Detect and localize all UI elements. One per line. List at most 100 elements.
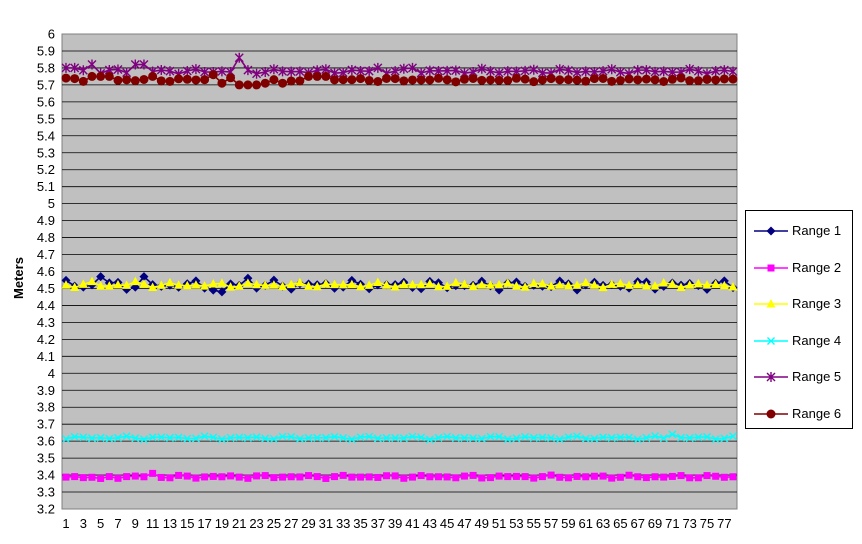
data-point	[494, 279, 504, 289]
data-point	[208, 279, 218, 288]
legend: Range 1 Range 2 Range 3 Range 4 Range 5 Range…	[745, 210, 853, 429]
series-range-2	[62, 469, 737, 482]
data-point	[347, 75, 357, 85]
data-point	[503, 66, 513, 77]
data-point	[572, 280, 582, 289]
data-point	[573, 432, 582, 441]
data-point	[139, 59, 149, 70]
data-point	[590, 434, 599, 443]
data-point	[339, 433, 348, 442]
data-point	[408, 432, 417, 441]
data-point	[468, 281, 478, 291]
data-point	[356, 433, 365, 442]
data-point	[607, 76, 617, 86]
data-point	[365, 473, 373, 481]
data-point	[407, 279, 417, 289]
data-point	[677, 433, 686, 442]
data-point	[321, 71, 331, 81]
data-point	[252, 80, 262, 90]
data-point	[573, 472, 581, 480]
data-point	[374, 473, 382, 481]
data-point	[511, 281, 521, 290]
data-point	[546, 74, 556, 84]
data-point	[278, 66, 288, 77]
data-point	[330, 75, 340, 85]
data-point	[452, 474, 460, 482]
data-point	[469, 471, 477, 479]
data-point	[581, 66, 591, 77]
data-point	[407, 62, 417, 73]
data-point	[278, 281, 288, 291]
legend-swatch	[754, 226, 788, 236]
data-point	[693, 278, 703, 288]
data-point	[486, 474, 494, 482]
data-point	[615, 67, 625, 78]
data-point	[521, 432, 530, 441]
data-point	[373, 277, 383, 287]
data-point	[165, 76, 175, 86]
series-range-6	[61, 70, 738, 90]
data-point	[433, 73, 443, 83]
y-tick-label: 4.7	[37, 247, 55, 262]
legend-item: Range 2	[746, 250, 852, 286]
data-point	[70, 282, 80, 291]
data-point	[607, 279, 617, 288]
data-point	[252, 433, 261, 442]
data-point	[563, 75, 573, 85]
data-point	[88, 473, 96, 481]
data-point	[78, 279, 88, 288]
data-point	[321, 279, 331, 288]
gridlines	[62, 50, 737, 493]
data-point	[719, 65, 729, 76]
data-point	[226, 282, 236, 291]
data-point	[608, 474, 616, 482]
data-point	[589, 74, 599, 84]
data-point	[312, 71, 322, 81]
y-tick-label: 5.2	[37, 162, 55, 177]
data-point	[425, 75, 435, 85]
data-point	[478, 474, 486, 482]
data-point	[711, 75, 721, 85]
data-point	[442, 75, 452, 85]
data-point	[659, 434, 668, 443]
data-point	[641, 280, 651, 290]
data-point	[87, 59, 97, 70]
x-tick-label: 7	[114, 516, 121, 531]
data-point	[252, 279, 262, 289]
data-point	[364, 280, 374, 289]
x-tick-label: 1	[62, 516, 69, 531]
data-point	[766, 226, 776, 236]
y-tick-label: 5.7	[37, 77, 55, 92]
data-point	[382, 433, 391, 442]
y-tick-label: 3.9	[37, 383, 55, 398]
data-point	[468, 73, 478, 83]
data-point	[766, 409, 776, 418]
x-tick-label: 69	[648, 516, 662, 531]
data-point	[729, 473, 737, 481]
data-point	[572, 75, 582, 85]
data-point	[625, 471, 633, 479]
data-point	[391, 433, 400, 442]
x-tick-label: 35	[353, 516, 367, 531]
data-point	[633, 65, 643, 76]
data-point	[477, 280, 487, 289]
x-tick-label: 67	[630, 516, 644, 531]
y-tick-label: 4.5	[37, 281, 55, 296]
data-point	[149, 469, 157, 477]
data-point	[87, 276, 97, 286]
data-point	[486, 432, 495, 441]
data-point	[766, 299, 776, 308]
data-point	[217, 278, 227, 287]
y-tick-label: 4.8	[37, 230, 55, 245]
data-point	[234, 80, 244, 90]
data-point	[70, 74, 80, 84]
data-point	[599, 433, 608, 442]
y-tick-label: 5.6	[37, 94, 55, 109]
data-point	[443, 432, 452, 441]
data-point	[105, 434, 114, 443]
data-point	[651, 432, 660, 441]
data-point	[703, 472, 711, 480]
data-point	[78, 65, 88, 76]
data-point	[295, 66, 305, 77]
data-point	[511, 73, 521, 83]
